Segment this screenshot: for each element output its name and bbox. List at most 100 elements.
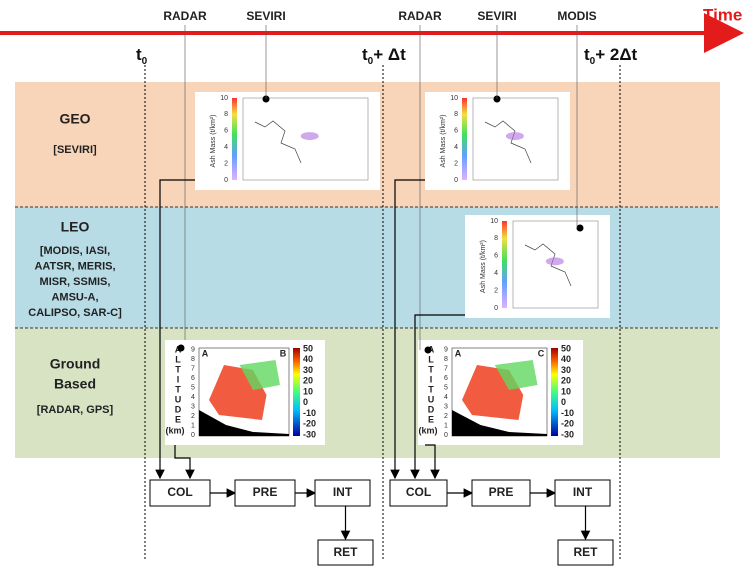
colorbar-tick: -10 — [561, 408, 574, 418]
colorbar-tick: 10 — [303, 386, 313, 396]
time-suffix: + 2Δt — [595, 45, 637, 64]
plot-axis-label: Ash Mass (t/km²) — [440, 115, 447, 168]
process-label: PRE — [489, 485, 514, 499]
plot-tick: 9 — [444, 346, 448, 353]
plot-tick: 0 — [454, 177, 458, 184]
plot-tick: 6 — [494, 253, 498, 260]
time-marker: t0 — [136, 45, 148, 66]
plot-tick: 5 — [444, 384, 448, 391]
band-detail: MISR, SSMIS, — [40, 276, 111, 288]
colorbar-tick: 0 — [561, 397, 566, 407]
output-label: RET — [334, 545, 359, 559]
source-label: RADAR — [163, 9, 207, 23]
plot-tick: 2 — [494, 287, 498, 294]
section-label: C — [538, 348, 545, 358]
altitude-letter: D — [175, 404, 182, 414]
plot-tick: 0 — [444, 432, 448, 439]
ash-plume — [506, 132, 524, 140]
plot-tick: 8 — [454, 111, 458, 118]
plot-tick: 6 — [444, 375, 448, 382]
altitude-letter: T — [428, 384, 434, 394]
plot-tick: 3 — [191, 403, 195, 410]
ash-plume — [301, 132, 319, 140]
plot-tick: 8 — [444, 356, 448, 363]
plot-tick: 4 — [494, 270, 498, 277]
source-label: SEVIRI — [246, 9, 285, 23]
band-title: Based — [54, 376, 96, 392]
altitude-letter: U — [175, 394, 182, 404]
process-label: COL — [406, 485, 431, 499]
altitude-letter: E — [175, 414, 181, 424]
plot-tick: 4 — [444, 394, 448, 401]
plot-tick: 6 — [224, 128, 228, 135]
process-label: INT — [573, 485, 593, 499]
observation-dot — [577, 225, 584, 232]
time-marker: t0+ Δt — [362, 45, 406, 66]
colorbar-tick: 10 — [561, 386, 571, 396]
altitude-letter: I — [177, 374, 180, 384]
altitude-letter: T — [428, 364, 434, 374]
process-label: INT — [333, 485, 353, 499]
band-title: Ground — [50, 356, 101, 372]
band-detail: AMSU-A, — [51, 291, 98, 303]
colorbar — [232, 98, 237, 180]
plot-tick: 1 — [191, 422, 195, 429]
colorbar-tick: -30 — [561, 429, 574, 439]
altitude-unit: (km) — [418, 425, 437, 435]
process-label: PRE — [253, 485, 278, 499]
plot-frame — [195, 92, 380, 190]
source-label: RADAR — [398, 9, 442, 23]
observation-dot — [425, 347, 432, 354]
ground-band — [15, 328, 720, 458]
colorbar — [462, 98, 467, 180]
altitude-letter: L — [428, 354, 434, 364]
plot-tick: 8 — [494, 235, 498, 242]
band-title: LEO — [61, 219, 90, 235]
colorbar-tick: 30 — [303, 365, 313, 375]
colorbar-tick: 50 — [303, 343, 313, 353]
plot-tick: 6 — [454, 128, 458, 135]
colorbar-tick: 20 — [303, 376, 313, 386]
time-suffix: + Δt — [373, 45, 406, 64]
ash-plume — [546, 257, 564, 265]
plot-tick: 0 — [494, 305, 498, 312]
colorbar-tick: 50 — [561, 343, 571, 353]
plot-tick: 10 — [220, 95, 228, 102]
colorbar — [293, 348, 300, 436]
plot-axis-label: Ash Mass (t/km²) — [210, 115, 217, 168]
time-marker: t0+ 2Δt — [584, 45, 638, 66]
band-detail: [MODIS, IASI, — [40, 245, 110, 257]
plot-tick: 1 — [444, 422, 448, 429]
source-label: MODIS — [557, 9, 596, 23]
plot-tick: 0 — [191, 432, 195, 439]
band-detail: [RADAR, GPS] — [37, 404, 114, 416]
colorbar-tick: 30 — [561, 365, 571, 375]
plot-tick: 2 — [224, 160, 228, 167]
colorbar-tick: 0 — [303, 397, 308, 407]
plot-tick: 8 — [191, 356, 195, 363]
band-detail: CALIPSO, SAR-C] — [28, 307, 122, 319]
altitude-letter: E — [428, 414, 434, 424]
altitude-letter: T — [175, 364, 181, 374]
diagram: Time RADARSEVIRIRADARSEVIRIMODISt0t0+ Δt… — [0, 0, 749, 566]
colorbar — [551, 348, 558, 436]
plot-tick: 6 — [191, 375, 195, 382]
altitude-letter: L — [175, 354, 181, 364]
plot-tick: 10 — [490, 218, 498, 225]
plot-tick: 9 — [191, 346, 195, 353]
altitude-letter: I — [430, 374, 433, 384]
plot-tick: 4 — [454, 144, 458, 151]
plot-tick: 2 — [444, 413, 448, 420]
plot-tick: 4 — [191, 394, 195, 401]
colorbar-tick: 40 — [561, 354, 571, 364]
process-label: COL — [167, 485, 192, 499]
plot-tick: 2 — [454, 160, 458, 167]
plot-tick: 4 — [224, 144, 228, 151]
band-detail: AATSR, MERIS, — [34, 260, 115, 272]
colorbar-tick: -20 — [561, 419, 574, 429]
plot-tick: 7 — [191, 365, 195, 372]
colorbar-tick: -30 — [303, 429, 316, 439]
altitude-letter: D — [428, 404, 435, 414]
plot-tick: 8 — [224, 111, 228, 118]
altitude-letter: U — [428, 394, 435, 404]
